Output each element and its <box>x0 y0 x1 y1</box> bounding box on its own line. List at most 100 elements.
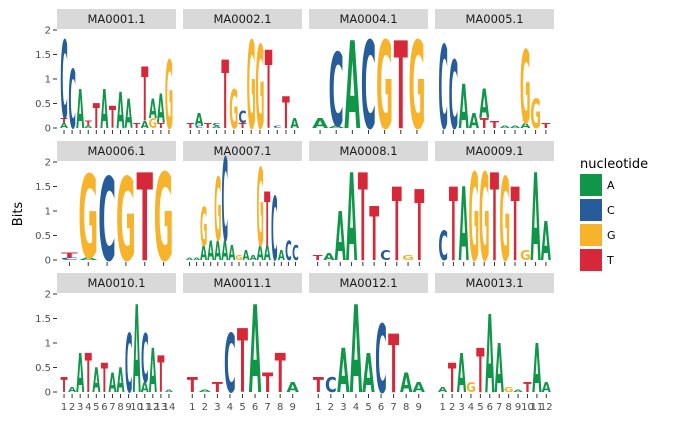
facet-strip <box>57 273 176 293</box>
logo-letter-a: A <box>520 122 530 130</box>
logo-letter-t: T <box>541 122 551 130</box>
x-tick-label: 13 <box>155 402 168 413</box>
logo-letter-a: A <box>459 73 469 143</box>
logo-letter-g: G <box>247 17 256 158</box>
logo-letter-t: T <box>212 380 223 395</box>
y-tick-label: 1 <box>45 207 51 218</box>
y-tick-label: 0 <box>45 256 51 267</box>
y-tick-label: 0 <box>45 124 51 135</box>
logo-letter-t: T <box>392 166 402 284</box>
logo-letter-c: C <box>61 257 79 261</box>
logo-letter-g: G <box>235 254 242 262</box>
logo-letter-a: A <box>346 149 357 289</box>
logo-letter-c: C <box>195 125 203 129</box>
y-tick-label: 1.5 <box>35 314 51 325</box>
logo-letter-c: C <box>271 178 278 281</box>
facet-panel: MA0007.1A A AG A AG AC A G A A AG AT C A C C <box>183 136 302 281</box>
y-axis-label: Bits <box>11 202 26 227</box>
x-tick-label: 12 <box>146 402 159 413</box>
logo-letter-c: C <box>141 321 149 399</box>
x-tick-label: 2 <box>202 402 208 413</box>
legend-swatch-g <box>580 224 602 246</box>
logo-letter-c: C <box>238 109 246 128</box>
logo-letter-a: A <box>495 331 504 409</box>
logo-letter-t: T <box>221 41 229 151</box>
logo-letter-t: T <box>187 122 195 130</box>
logo-letter-t: T <box>523 380 531 396</box>
logo-letter-t: T <box>93 97 100 136</box>
facet-strip <box>435 9 554 29</box>
logo-letter-a: A <box>400 368 412 400</box>
x-tick-label: 5 <box>477 402 483 413</box>
logo-letter-c: C <box>212 122 220 126</box>
logo-letter-a: A <box>510 125 521 129</box>
logo-letter-a: A <box>457 344 466 406</box>
logo-letter-g: G <box>408 18 425 157</box>
logo-letter-a: A <box>287 380 300 395</box>
facet-strip <box>309 273 428 293</box>
facet-title: MA0012.1 <box>339 276 397 290</box>
logo-letter-t: T <box>369 192 379 278</box>
x-tick-label: 1 <box>440 402 446 413</box>
logo-letter-a: A <box>541 212 551 274</box>
logo-letter-g: G <box>149 116 157 132</box>
legend-label: A <box>607 179 615 192</box>
y-tick-label: 1 <box>45 339 51 350</box>
logo-letter-t: T <box>476 338 484 407</box>
logo-letter-a: A <box>513 389 523 393</box>
logo-letter-t: T <box>237 311 248 413</box>
logo-letter-g: G <box>466 380 476 396</box>
logo-letter-t: T <box>85 120 92 128</box>
facet-strip <box>435 141 554 161</box>
y-tick-label: 0.5 <box>35 99 51 110</box>
logo-letter-c: C <box>438 224 448 271</box>
logo-letter-t: T <box>414 170 424 283</box>
logo-letter-c: C <box>361 18 376 157</box>
logo-letter-a: A <box>438 386 448 394</box>
logo-letter-t: T <box>480 117 489 132</box>
logo-letter-a: A <box>459 166 469 284</box>
logo-letter-c: C <box>325 374 337 397</box>
logo-letter-t: T <box>157 345 164 405</box>
x-tick-label: 1 <box>61 402 67 413</box>
y-tick-label: 1.5 <box>35 50 51 61</box>
logo-letter-c: C <box>273 125 281 129</box>
facet-strip <box>309 141 428 161</box>
logo-letter-t: T <box>282 87 290 139</box>
x-tick-label: 8 <box>277 402 283 413</box>
x-tick-label: 5 <box>239 402 245 413</box>
y-tick-label: 2 <box>45 158 51 169</box>
logo-letter-c: C <box>375 304 387 414</box>
logo-letter-a: A <box>250 254 258 262</box>
y-tick-label: 1.5 <box>35 182 51 193</box>
logo-letter-a: A <box>469 110 480 134</box>
logo-letter-a: A <box>323 250 335 262</box>
y-tick-label: 0 <box>45 388 51 399</box>
logo-letter-t: T <box>388 317 399 411</box>
logo-letter-a: A <box>125 91 133 138</box>
logo-letter-a: A <box>531 149 541 290</box>
logo-letter-a: A <box>264 242 271 265</box>
x-tick-label: 2 <box>449 402 455 413</box>
logo-letter-a: A <box>344 18 360 157</box>
logo-letter-c: C <box>222 136 229 269</box>
logo-letter-t: T <box>262 368 273 400</box>
x-tick-label: 8 <box>117 402 123 413</box>
x-tick-label: 7 <box>264 402 270 413</box>
logo-letter-a: A <box>228 242 235 265</box>
logo-letter-a: A <box>108 367 116 399</box>
logo-letter-t: T <box>137 148 153 289</box>
logo-letter-t: T <box>61 373 68 397</box>
x-tick-label: 4 <box>227 402 233 413</box>
facet-strip <box>183 9 302 29</box>
facet-title: MA0013.1 <box>465 276 523 290</box>
logo-letter-t: T <box>448 355 457 402</box>
logo-letter-g: G <box>520 249 531 264</box>
logo-letter-a: A <box>328 125 345 129</box>
x-tick-label: 8 <box>505 402 511 413</box>
x-tick-label: 1 <box>189 402 195 413</box>
x-tick-label: 2 <box>69 402 75 413</box>
